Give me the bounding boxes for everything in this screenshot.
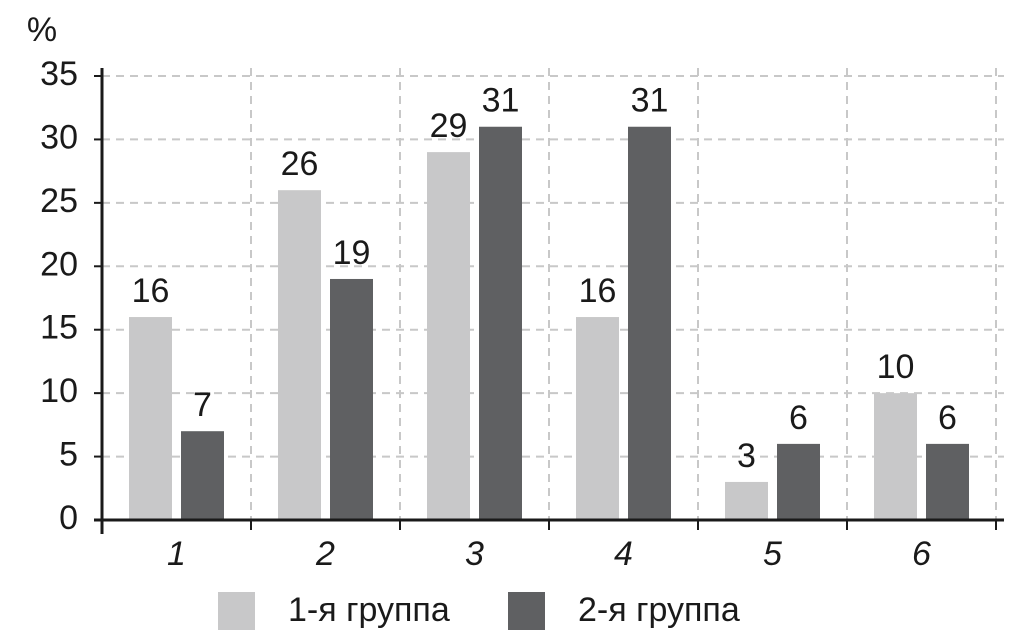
- bar: [926, 443, 969, 520]
- x-tick-label: 5: [763, 535, 782, 573]
- y-tick-label: 0: [59, 499, 78, 537]
- x-tick-label: 6: [912, 535, 931, 573]
- y-tick-label: 15: [40, 309, 78, 347]
- bar: [181, 431, 224, 520]
- data-label: 6: [938, 399, 957, 437]
- legend-label: 2-я группа: [578, 591, 740, 629]
- data-label: 16: [132, 272, 170, 310]
- y-tick-label: 10: [40, 372, 78, 410]
- x-tick-label: 4: [614, 535, 633, 573]
- y-tick-label: 35: [40, 55, 78, 93]
- data-label: 29: [430, 107, 468, 145]
- bar: [874, 393, 917, 520]
- bar: [129, 317, 172, 520]
- bar: [427, 152, 470, 520]
- bar: [479, 126, 522, 520]
- x-tick-label: 1: [167, 535, 186, 573]
- bar: [576, 317, 619, 520]
- data-label: 6: [789, 399, 808, 437]
- y-tick-label: 20: [40, 245, 78, 283]
- data-label: 26: [281, 145, 319, 183]
- data-label: 19: [333, 234, 371, 272]
- bar: [777, 443, 820, 520]
- bar: [278, 190, 321, 520]
- y-tick-label: 5: [59, 436, 78, 474]
- data-label: 3: [737, 437, 756, 475]
- data-label: 31: [631, 82, 669, 120]
- y-axis-label: %: [27, 11, 57, 49]
- x-tick-label: 2: [315, 535, 335, 573]
- bar: [725, 481, 768, 520]
- x-tick-label: 3: [465, 535, 484, 573]
- data-label: 7: [193, 386, 212, 424]
- bar: [628, 126, 671, 520]
- y-tick-label: 30: [40, 118, 78, 156]
- data-label: 10: [877, 348, 915, 386]
- legend-swatch: [218, 592, 255, 630]
- data-label: 16: [579, 272, 617, 310]
- bar: [330, 278, 373, 520]
- y-tick-label: 25: [40, 182, 78, 220]
- data-label: 31: [482, 82, 520, 120]
- legend-swatch: [508, 592, 545, 630]
- legend-label: 1-я группа: [288, 591, 450, 629]
